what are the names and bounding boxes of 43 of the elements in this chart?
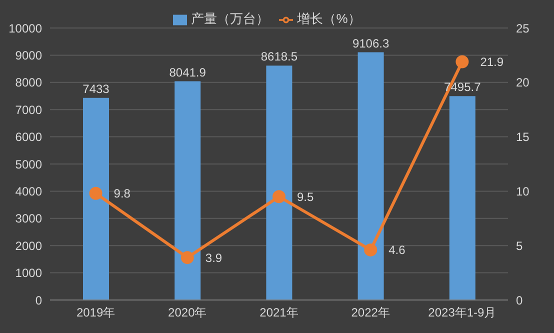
data-label: 9106.3 bbox=[352, 36, 390, 50]
y-tick-label: 5000 bbox=[15, 157, 42, 172]
y-tick-label: 1000 bbox=[15, 266, 42, 280]
data-label: 7433 bbox=[82, 82, 110, 96]
point bbox=[272, 190, 286, 204]
y2-tick-label: 25 bbox=[516, 21, 530, 36]
y-tick-label: 10000 bbox=[8, 21, 42, 36]
x-tick-label: 2019年 bbox=[76, 306, 116, 320]
data-label: 21.9 bbox=[480, 54, 504, 69]
point bbox=[364, 243, 378, 256]
x-tick-label: 2020年 bbox=[168, 306, 207, 320]
y2-tick-label: 0 bbox=[516, 293, 523, 308]
x-tick-label: 2022年 bbox=[351, 306, 390, 320]
data-label: 9.5 bbox=[297, 190, 314, 204]
data-label: 8041.9 bbox=[169, 65, 206, 80]
y-tick-label: 0 bbox=[35, 293, 42, 308]
y-tick-label: 4000 bbox=[15, 184, 42, 198]
bar bbox=[83, 98, 109, 300]
y2-tick-label: 20 bbox=[516, 76, 530, 90]
y-tick-label: 7000 bbox=[15, 102, 42, 117]
data-label: 3.9 bbox=[205, 250, 222, 265]
data-label: 8618.5 bbox=[260, 50, 298, 64]
y-tick-label: 3000 bbox=[15, 212, 42, 226]
y2-tick-label: 10 bbox=[516, 184, 530, 198]
bar bbox=[266, 66, 292, 300]
bar bbox=[174, 81, 201, 300]
legend-label: 产量（万台） bbox=[191, 11, 270, 26]
point bbox=[456, 55, 469, 68]
point bbox=[89, 186, 102, 200]
y-tick-label: 2000 bbox=[15, 238, 42, 253]
data-label: 9.8 bbox=[114, 186, 131, 201]
y2-tick-label: 15 bbox=[516, 130, 530, 144]
y-tick-label: 8000 bbox=[15, 76, 42, 90]
data-label: 4.6 bbox=[388, 243, 406, 258]
bar bbox=[358, 52, 384, 300]
y2-tick-label: 5 bbox=[516, 238, 523, 253]
y-tick-label: 9000 bbox=[15, 48, 42, 62]
x-tick-label: 2021年 bbox=[260, 306, 298, 320]
x-tick-label: 2023年1-9月 bbox=[428, 306, 496, 320]
y-tick-label: 6000 bbox=[15, 130, 42, 144]
bar bbox=[449, 96, 476, 300]
legend-label: 增长（%） bbox=[297, 11, 361, 26]
point bbox=[180, 251, 194, 264]
